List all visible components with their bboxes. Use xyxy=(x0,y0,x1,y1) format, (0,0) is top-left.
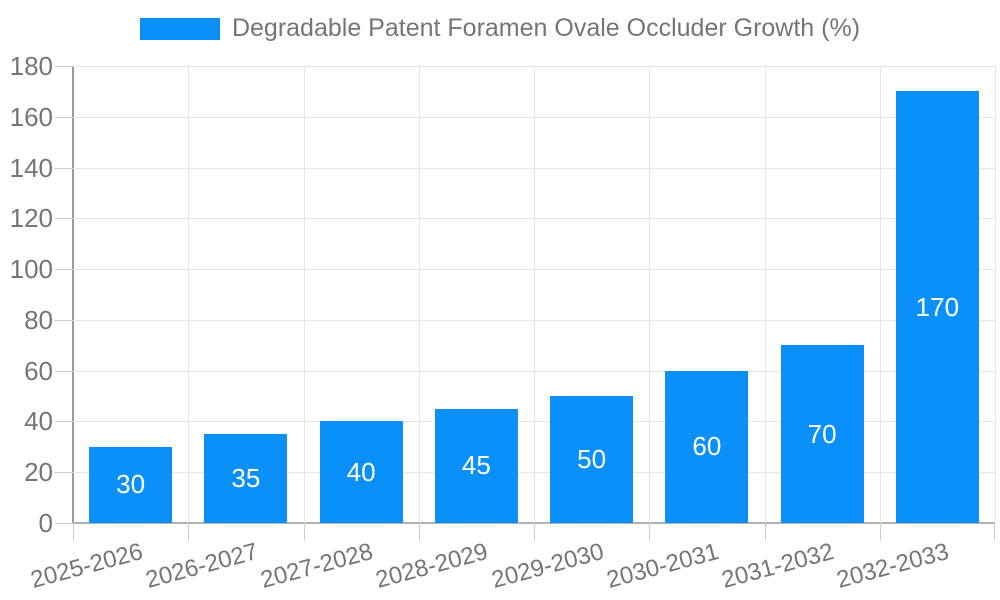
chart-title: Degradable Patent Foramen Ovale Occluder… xyxy=(231,14,861,42)
y-axis-line xyxy=(72,66,74,523)
y-axis-label: 60 xyxy=(24,355,53,386)
y-axis-label: 0 xyxy=(38,508,53,538)
x-gridline xyxy=(188,66,190,523)
bar-value-label: 170 xyxy=(915,291,960,322)
legend[interactable]: Degradable Patent Foramen Ovale Occluder… xyxy=(0,14,1000,43)
x-gridline xyxy=(995,66,996,523)
bar[interactable]: 30 xyxy=(89,446,173,523)
y-tick xyxy=(55,218,73,220)
x-tick xyxy=(764,523,766,541)
x-tick xyxy=(418,523,420,541)
x-gridline xyxy=(764,66,766,523)
y-axis-label: 180 xyxy=(9,51,53,81)
y-tick xyxy=(55,319,73,321)
x-tick xyxy=(649,523,651,541)
y-tick xyxy=(55,116,73,118)
x-tick xyxy=(879,523,881,541)
y-axis-label: 40 xyxy=(24,406,53,437)
y-tick xyxy=(55,421,73,423)
y-axis-label: 80 xyxy=(24,304,53,335)
y-axis-label: 120 xyxy=(9,203,53,234)
plot-area: 30 35 40 45 50 60 70 170 xyxy=(55,66,996,541)
x-gridline xyxy=(649,66,651,523)
x-gridline xyxy=(418,66,420,523)
bar-value-label: 40 xyxy=(346,456,376,487)
x-gridline xyxy=(879,66,881,523)
y-axis-label: 100 xyxy=(9,254,53,285)
bar-value-label: 70 xyxy=(807,418,837,449)
y-tick xyxy=(55,269,73,271)
bar-value-label: 30 xyxy=(116,469,146,500)
y-tick xyxy=(55,66,73,67)
bar[interactable]: 40 xyxy=(319,421,403,523)
x-tick xyxy=(994,523,995,541)
bar-value-label: 35 xyxy=(231,463,261,494)
x-gridline xyxy=(534,66,535,523)
y-axis-label: 160 xyxy=(9,101,53,132)
y-tick xyxy=(55,370,73,372)
x-gridline xyxy=(303,66,305,523)
y-axis-label: 140 xyxy=(9,152,53,183)
bar[interactable]: 60 xyxy=(665,370,749,523)
bar[interactable]: 170 xyxy=(895,91,979,523)
bar[interactable]: 70 xyxy=(780,345,864,523)
bar-value-label: 50 xyxy=(577,444,607,475)
y-tick xyxy=(55,472,73,474)
bar-value-label: 60 xyxy=(692,431,722,462)
bar[interactable]: 50 xyxy=(550,396,634,523)
x-tick xyxy=(303,523,305,541)
y-axis-label: 20 xyxy=(24,457,53,488)
bar[interactable]: 45 xyxy=(434,408,518,523)
y-tick xyxy=(55,523,73,524)
x-tick xyxy=(534,523,535,541)
x-tick xyxy=(188,523,190,541)
y-tick xyxy=(55,167,73,169)
bar[interactable]: 35 xyxy=(204,434,288,523)
legend-swatch[interactable] xyxy=(139,17,220,40)
bar-value-label: 45 xyxy=(461,450,491,481)
x-tick xyxy=(73,523,74,541)
